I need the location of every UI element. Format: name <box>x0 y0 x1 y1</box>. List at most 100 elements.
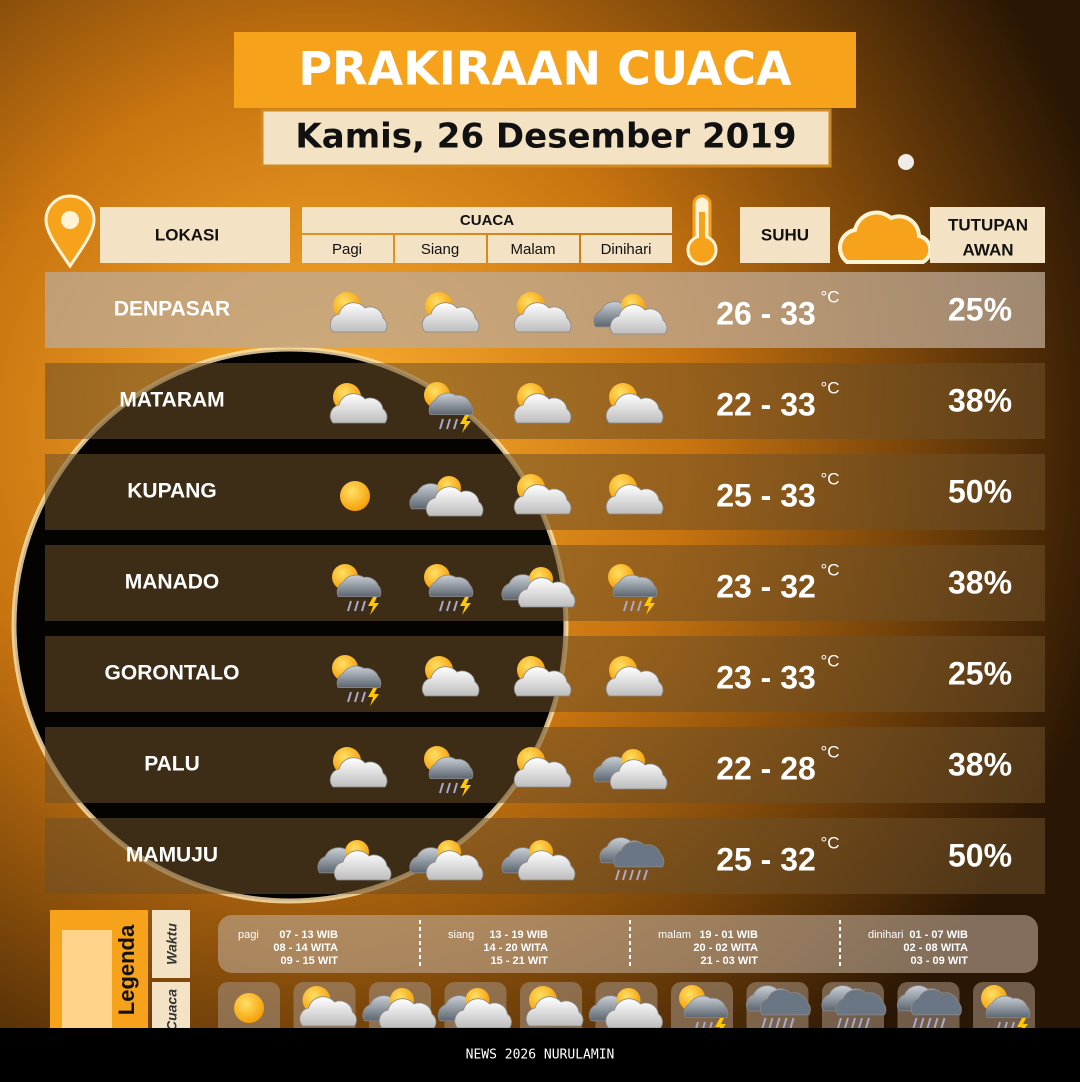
rain <box>446 782 451 794</box>
weather-icon <box>424 746 474 797</box>
rain <box>347 600 352 612</box>
rain <box>354 691 359 703</box>
cloud <box>513 757 572 788</box>
weather-icon <box>409 476 484 517</box>
cloud <box>835 989 887 1016</box>
time-range: 07 - 13 WIB <box>279 929 338 941</box>
cloud <box>612 574 658 597</box>
temperature: 25 - 32 <box>716 841 816 877</box>
title-box <box>234 32 856 108</box>
weather-icon <box>593 294 668 335</box>
pin-hole <box>61 211 79 229</box>
rain <box>782 1017 788 1029</box>
weather-icon <box>438 988 512 1029</box>
cloud <box>421 302 480 333</box>
time-range: 02 - 08 WITA <box>903 942 968 954</box>
cloud <box>299 996 357 1027</box>
period-box <box>581 235 672 263</box>
rain <box>768 1017 774 1029</box>
temp-header-box <box>740 207 830 263</box>
cloud <box>683 995 729 1018</box>
cloud-cover-icon <box>838 210 933 264</box>
rain <box>453 600 458 612</box>
pin <box>44 194 96 269</box>
sun <box>234 993 264 1023</box>
legend-inner <box>62 930 112 1030</box>
cloud <box>378 998 437 1029</box>
rain <box>630 600 635 612</box>
cloud-header: TUTUPAN <box>948 215 1028 234</box>
rain <box>926 1017 932 1029</box>
cloud <box>609 304 668 335</box>
time-range: 08 - 14 WITA <box>273 942 338 954</box>
legend-tab-label: Cuaca <box>164 989 180 1031</box>
bolt <box>1017 1018 1028 1036</box>
rain <box>761 1017 767 1029</box>
rain <box>933 1017 939 1029</box>
cloud <box>421 666 480 697</box>
bolt <box>460 597 471 615</box>
rain <box>858 1017 863 1029</box>
period-header: Dinihari <box>601 241 652 258</box>
therm-level <box>699 212 705 248</box>
rain <box>629 869 634 881</box>
rain <box>453 782 458 794</box>
rain <box>636 869 641 881</box>
weather-icon <box>424 564 474 615</box>
big-cloud <box>838 210 933 264</box>
time-range: 13 - 19 WIB <box>489 929 548 941</box>
period-name: malam <box>658 929 691 941</box>
cloud <box>513 302 572 333</box>
cloud-cover: 38% <box>948 564 1012 600</box>
cloud <box>428 756 474 779</box>
location-name: GORONTALO <box>105 662 240 685</box>
weather-icon <box>513 383 572 424</box>
weather-icon <box>599 837 665 881</box>
temp-unit: °C <box>820 833 839 852</box>
legend-title: Legenda <box>114 924 139 1015</box>
period-name: dinihari <box>868 929 903 941</box>
weather-icon <box>821 985 887 1029</box>
weather-icon <box>679 985 729 1036</box>
location-name: MATARAM <box>119 389 224 412</box>
temp-unit: °C <box>820 560 839 579</box>
temperature: 26 - 33 <box>716 295 816 331</box>
cloud <box>760 989 811 1016</box>
temp-unit: °C <box>820 378 839 397</box>
weather-icon <box>593 749 668 790</box>
cloud <box>513 393 572 424</box>
cloud-cover: 50% <box>948 473 1012 509</box>
weather-icon <box>746 985 811 1029</box>
weather-icon <box>409 840 484 881</box>
weather-icon <box>332 655 382 706</box>
cloud <box>513 484 572 515</box>
temperature: 23 - 33 <box>716 659 816 695</box>
weather-icon <box>608 564 658 615</box>
legend-tab <box>152 910 190 978</box>
rain <box>865 1017 870 1029</box>
cloud <box>428 392 474 415</box>
time-range: 19 - 01 WIB <box>699 929 758 941</box>
rain <box>439 600 444 612</box>
cloud <box>609 759 668 790</box>
temperature: 22 - 33 <box>716 386 816 422</box>
temp-unit: °C <box>820 651 839 670</box>
weather-icon <box>329 747 388 788</box>
cloud <box>336 574 382 597</box>
time-range: 01 - 07 WIB <box>909 929 968 941</box>
temp-unit: °C <box>820 469 839 488</box>
temp-unit: °C <box>820 287 839 306</box>
legend-tab-label: Waktu <box>164 923 180 965</box>
time-range: 09 - 15 WIT <box>281 955 339 967</box>
period-header: Pagi <box>332 241 362 258</box>
rain <box>789 1017 795 1029</box>
rain <box>622 869 627 881</box>
weather-icon <box>421 292 480 333</box>
date: Kamis, 26 Desember 2019 <box>295 117 796 157</box>
temperature: 25 - 33 <box>716 477 816 513</box>
rain <box>354 600 359 612</box>
weather-icon <box>605 383 664 424</box>
rain <box>439 782 444 794</box>
weather-icon <box>424 382 474 433</box>
